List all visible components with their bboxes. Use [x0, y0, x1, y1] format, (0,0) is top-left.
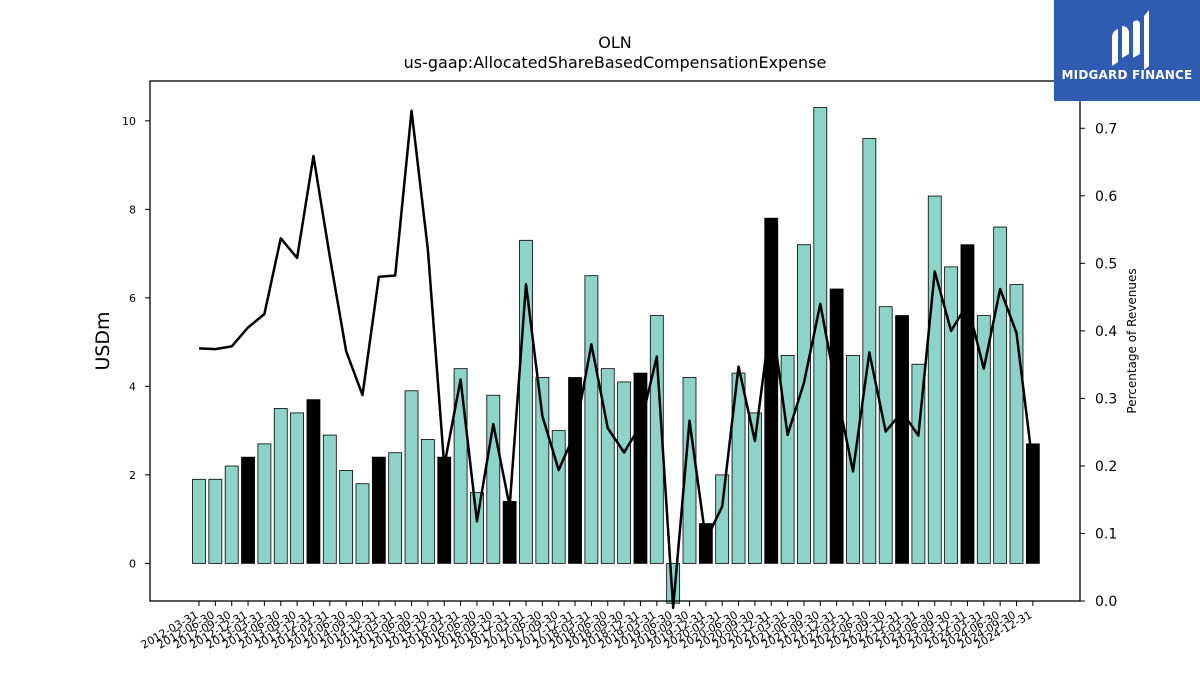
bar — [322, 434, 337, 564]
y2-tick-label: 0.5 — [1095, 256, 1117, 272]
left-axis: 0 2 4 6 8 10 — [122, 115, 150, 570]
y-tick-label: 6 — [129, 292, 136, 305]
bar — [813, 107, 828, 564]
y2-tick-label: 0.7 — [1095, 121, 1117, 137]
bar — [535, 377, 550, 564]
right-axis: 0.0 0.1 0.2 0.3 0.4 0.5 0.6 0.7 — [1080, 121, 1117, 610]
bar — [829, 288, 844, 564]
bar — [420, 439, 435, 564]
midgard-logo: MIDGARD FINANCE — [1054, 0, 1200, 101]
y-tick-label: 4 — [129, 380, 136, 393]
y-tick-label: 2 — [129, 469, 136, 482]
bar — [927, 195, 942, 564]
y2-tick-label: 0.1 — [1095, 526, 1117, 542]
y-tick-label: 8 — [129, 203, 136, 216]
bar — [568, 377, 582, 564]
y-tick-label: 0 — [129, 557, 136, 570]
bar — [290, 412, 305, 564]
bar — [617, 381, 631, 564]
line-layer — [198, 109, 1035, 609]
bar — [797, 244, 811, 564]
bar — [715, 474, 730, 564]
logo-text: MIDGARD FINANCE — [1061, 68, 1193, 82]
midgard-logo-icon — [1112, 10, 1149, 70]
y2-tick-label: 0.3 — [1095, 391, 1117, 407]
x-axis: 2012-03-312012-06-302012-09-302012-12-31… — [139, 601, 1034, 652]
plot-frame — [149, 80, 1081, 602]
bar — [960, 244, 975, 564]
chart-title: OLN — [598, 33, 631, 52]
bar — [470, 492, 484, 564]
y2-tick-label: 0.6 — [1095, 189, 1117, 205]
bar — [241, 456, 255, 564]
bar — [976, 315, 991, 564]
bar — [257, 443, 272, 564]
bar — [502, 501, 517, 564]
series-line — [198, 109, 1035, 609]
y2-axis-label: Percentage of Revenues — [1125, 268, 1139, 413]
bar — [192, 478, 206, 564]
bar — [846, 354, 860, 564]
bar — [600, 368, 615, 564]
bar — [633, 372, 648, 564]
bar — [224, 465, 239, 564]
bar — [1025, 443, 1040, 564]
bar — [371, 456, 386, 564]
bars-layer — [192, 107, 1040, 604]
y-tick-label: 10 — [122, 115, 136, 128]
bar — [273, 408, 288, 564]
bar — [437, 456, 452, 564]
bar — [944, 266, 958, 564]
bar — [486, 394, 501, 564]
bar — [551, 430, 566, 564]
bar — [584, 275, 599, 564]
chart-subtitle: us-gaap:AllocatedShareBasedCompensationE… — [404, 53, 827, 72]
bar — [748, 412, 762, 564]
bar — [388, 452, 403, 564]
y2-tick-label: 0.4 — [1095, 324, 1117, 340]
y2-tick-label: 0.2 — [1095, 459, 1117, 475]
bar — [895, 315, 909, 564]
bar — [1009, 284, 1024, 564]
y2-tick-label: 0.0 — [1095, 594, 1117, 610]
bar — [339, 470, 354, 564]
bar — [780, 354, 795, 564]
bar — [355, 483, 370, 564]
y-axis-label: USDm — [92, 311, 114, 370]
bar — [862, 138, 877, 564]
bar — [878, 306, 893, 564]
bar — [764, 217, 779, 564]
bar — [993, 226, 1008, 564]
bar — [208, 478, 223, 564]
bar — [306, 399, 321, 564]
bar — [404, 390, 419, 564]
